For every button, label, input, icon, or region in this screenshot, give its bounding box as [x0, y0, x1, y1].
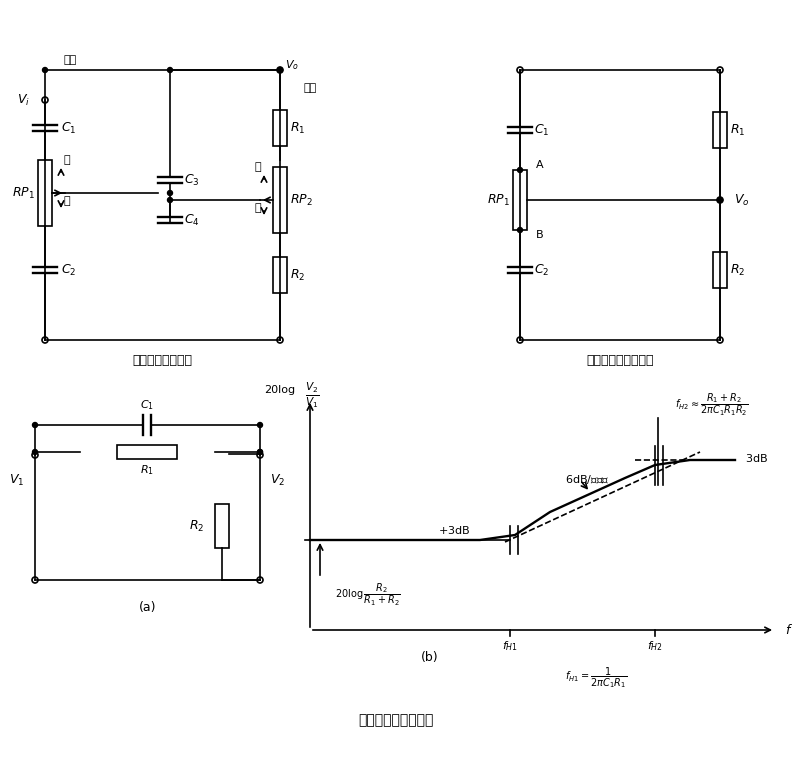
Circle shape [167, 190, 173, 196]
Text: $f_{H2}\approx\dfrac{R_1+R_2}{2\pi C_1 R_1 R_2}$: $f_{H2}\approx\dfrac{R_1+R_2}{2\pi C_1 R… [675, 392, 748, 419]
Text: 升: 升 [255, 162, 261, 172]
Text: $RP_1$: $RP_1$ [487, 193, 510, 208]
Text: $R_2$: $R_2$ [730, 263, 745, 278]
Text: 高音: 高音 [63, 55, 77, 65]
Text: $C_1$: $C_1$ [140, 398, 154, 412]
Text: $R_2$: $R_2$ [188, 518, 204, 533]
Circle shape [32, 450, 37, 454]
Text: $C_4$: $C_4$ [184, 212, 200, 228]
Text: $V_o$: $V_o$ [285, 58, 299, 72]
Text: 低音: 低音 [303, 83, 317, 93]
Text: $C_1$: $C_1$ [534, 123, 550, 138]
Text: 减: 减 [63, 196, 70, 206]
Text: $\frac{V_2}{V_1}$: $\frac{V_2}{V_1}$ [305, 380, 319, 409]
Circle shape [32, 422, 37, 428]
Text: $f$: $f$ [785, 623, 792, 637]
Text: 20log: 20log [265, 385, 295, 395]
Circle shape [718, 198, 722, 202]
Text: $C_2$: $C_2$ [534, 263, 550, 278]
Circle shape [517, 167, 523, 173]
Text: $V_o$: $V_o$ [734, 193, 749, 208]
Bar [215, 504, 229, 548]
Text: $R_1$: $R_1$ [140, 463, 154, 477]
Bar [713, 112, 727, 148]
Circle shape [43, 68, 48, 72]
Text: $R_1$: $R_1$ [290, 120, 306, 135]
Circle shape [167, 68, 173, 72]
Text: $R_2$: $R_2$ [290, 267, 305, 282]
Text: $3\mathrm{dB}$: $3\mathrm{dB}$ [745, 452, 768, 464]
Circle shape [257, 450, 262, 454]
Text: A: A [536, 160, 544, 170]
Text: $RP_2$: $RP_2$ [290, 193, 313, 208]
Text: (b): (b) [421, 651, 439, 664]
Circle shape [257, 422, 262, 428]
Text: 高音提升的等效电路: 高音提升的等效电路 [358, 713, 434, 727]
Text: $6\mathrm{dB}/$倍频程: $6\mathrm{dB}/$倍频程 [565, 473, 609, 486]
Text: 升: 升 [63, 155, 70, 165]
Text: $f_{H1}$: $f_{H1}$ [502, 639, 518, 653]
Text: $C_1$: $C_1$ [61, 120, 77, 135]
Bar [273, 110, 287, 146]
Text: $V_1$: $V_1$ [10, 473, 25, 488]
Circle shape [167, 198, 173, 202]
Text: $f_{H2}$: $f_{H2}$ [647, 639, 663, 653]
Text: $R_1$: $R_1$ [730, 123, 745, 138]
Text: 高、低音控制原理: 高、低音控制原理 [132, 354, 192, 367]
Bar [513, 170, 527, 230]
Text: $f_{H1}=\dfrac{1}{2\pi C_1 R_1}$: $f_{H1}=\dfrac{1}{2\pi C_1 R_1}$ [565, 666, 627, 690]
Text: 减: 减 [255, 203, 261, 213]
Text: $+3\mathrm{dB}$: $+3\mathrm{dB}$ [438, 524, 470, 536]
Bar [273, 167, 287, 233]
Circle shape [517, 228, 523, 233]
Text: $RP_1$: $RP_1$ [12, 186, 35, 201]
Text: $V_2$: $V_2$ [270, 473, 286, 488]
Bar [273, 257, 287, 293]
Text: (a): (a) [139, 601, 156, 614]
Bar [117, 445, 177, 459]
Bar [713, 252, 727, 288]
Text: B: B [536, 230, 544, 240]
Text: $C_3$: $C_3$ [184, 173, 200, 187]
Text: 高音调整的简化电路: 高音调整的简化电路 [586, 354, 653, 367]
Circle shape [277, 68, 283, 72]
Text: $V_i$: $V_i$ [17, 92, 30, 107]
Text: $C_2$: $C_2$ [61, 263, 76, 278]
Circle shape [257, 450, 262, 454]
Bar [38, 160, 52, 226]
Text: $20\mathrm{log}\,\dfrac{R_2}{R_1+R_2}$: $20\mathrm{log}\,\dfrac{R_2}{R_1+R_2}$ [335, 581, 401, 608]
